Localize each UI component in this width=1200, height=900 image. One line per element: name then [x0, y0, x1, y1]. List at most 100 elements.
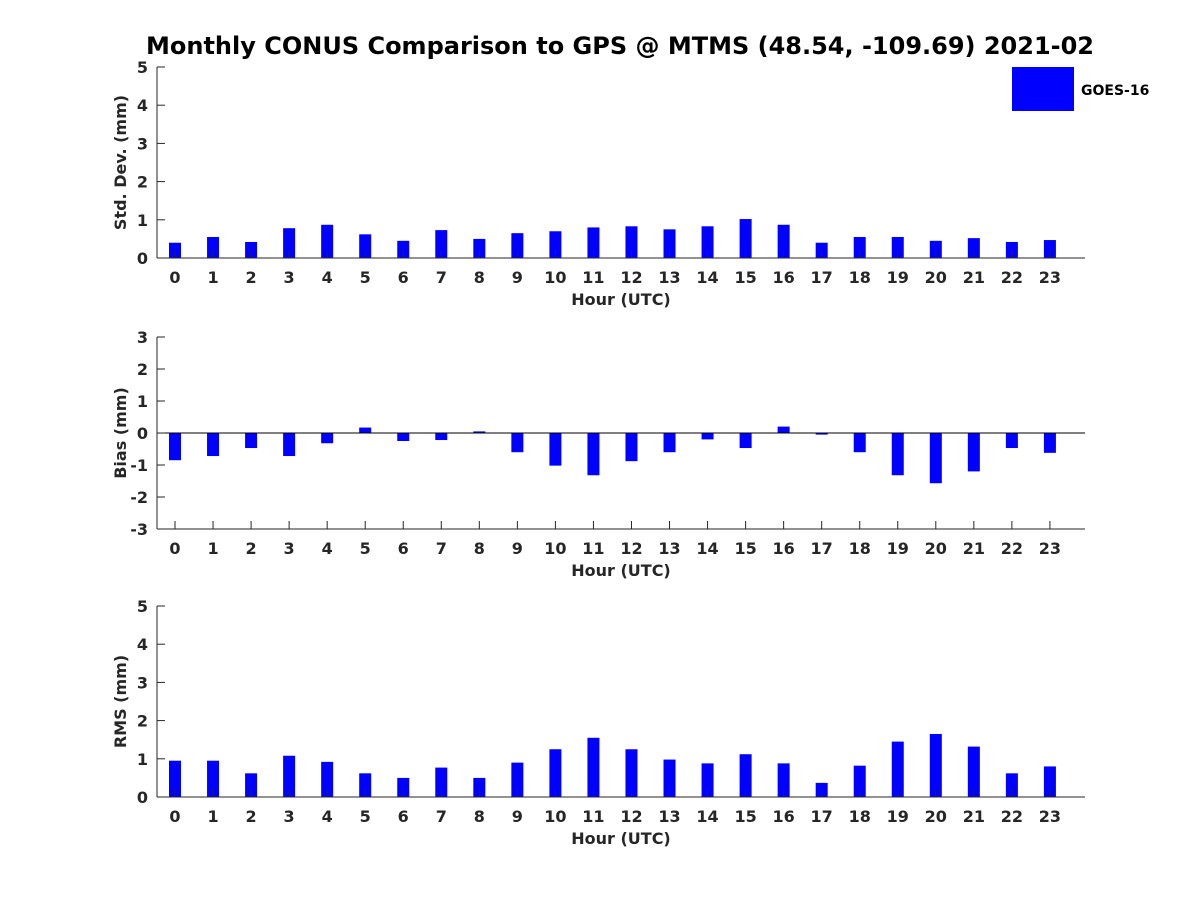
x-tick-label: 11: [582, 268, 604, 287]
x-tick-label: 6: [398, 539, 409, 558]
x-tick-label: 4: [322, 268, 333, 287]
bar-hour-2: [245, 241, 258, 258]
x-tick-label: 11: [582, 807, 604, 826]
bar-hour-5: [359, 773, 372, 797]
x-tick-label: 0: [169, 539, 180, 558]
x-tick-label: 22: [1001, 268, 1023, 287]
y-axis-label: Std. Dev. (mm): [111, 95, 130, 230]
y-tick-label: 4: [137, 635, 148, 654]
x-tick-label: 19: [887, 268, 909, 287]
y-tick-label: 5: [137, 597, 148, 616]
x-tick-label: 16: [773, 539, 795, 558]
bar-hour-23: [1043, 766, 1056, 797]
bar-hour-19: [891, 433, 904, 476]
bar-hour-0: [169, 760, 181, 797]
bar-hour-1: [207, 236, 220, 258]
x-tick-label: 16: [773, 268, 795, 287]
x-tick-label: 14: [696, 539, 718, 558]
bar-hour-11: [587, 433, 600, 476]
bar-hour-10: [549, 231, 562, 258]
y-tick-label: 0: [137, 424, 148, 443]
bar-hour-20: [929, 240, 942, 258]
bar-hour-8: [473, 777, 486, 797]
bar-hour-3: [283, 228, 296, 258]
bar-hour-5: [359, 234, 372, 258]
bar-hour-21: [967, 433, 980, 472]
y-tick-label: -3: [130, 520, 148, 539]
bar-hour-11: [587, 227, 600, 258]
x-tick-label: 12: [620, 539, 642, 558]
bar-hour-1: [207, 433, 220, 457]
x-tick-label: 7: [436, 539, 447, 558]
bar-hour-16: [777, 763, 790, 797]
x-tick-label: 13: [658, 268, 680, 287]
bar-hour-11: [587, 737, 600, 797]
bar-hour-18: [853, 765, 866, 797]
bar-hour-22: [1005, 433, 1018, 449]
x-tick-label: 7: [436, 268, 447, 287]
x-tick-label: 15: [734, 539, 756, 558]
x-tick-label: 2: [246, 807, 257, 826]
x-tick-label: 1: [207, 539, 218, 558]
x-tick-label: 17: [811, 807, 833, 826]
legend-label: GOES-16: [1081, 83, 1149, 99]
x-tick-label: 21: [963, 268, 985, 287]
y-tick-label: -2: [130, 488, 148, 507]
bar-hour-12: [625, 226, 638, 258]
x-tick-label: 1: [207, 268, 218, 287]
y-tick-label: 5: [137, 58, 148, 77]
bar-hour-21: [967, 746, 980, 797]
x-tick-label: 19: [887, 807, 909, 826]
y-axis-label: Bias (mm): [111, 387, 130, 479]
x-tick-label: 0: [169, 268, 180, 287]
x-tick-label: 13: [658, 539, 680, 558]
x-tick-label: 14: [696, 807, 718, 826]
x-tick-label: 10: [544, 807, 566, 826]
bar-hour-18: [853, 236, 866, 258]
bar-hour-9: [511, 762, 524, 797]
y-tick-label: 2: [137, 360, 148, 379]
bar-hour-7: [435, 433, 448, 441]
x-tick-label: 21: [963, 539, 985, 558]
y-axis-label: RMS (mm): [111, 655, 130, 748]
y-tick-label: 4: [137, 96, 148, 115]
bar-hour-9: [511, 233, 524, 258]
bar-hour-9: [511, 433, 524, 453]
x-tick-label: 4: [322, 807, 333, 826]
bar-hour-8: [473, 238, 486, 258]
x-tick-label: 16: [773, 807, 795, 826]
legend-swatch: [1012, 67, 1074, 111]
y-tick-label: -1: [130, 456, 148, 475]
bar-hour-6: [397, 777, 410, 797]
x-tick-label: 17: [811, 268, 833, 287]
bar-hour-23: [1043, 240, 1056, 258]
x-tick-label: 22: [1001, 807, 1023, 826]
bar-hour-7: [435, 767, 448, 797]
bar-hour-15: [739, 433, 752, 449]
bar-hour-4: [321, 433, 334, 444]
y-tick-label: 2: [137, 712, 148, 731]
y-tick-label: 0: [137, 788, 148, 807]
bar-hour-6: [397, 240, 410, 258]
bar-hour-16: [777, 426, 790, 433]
bar-hour-13: [663, 433, 676, 453]
bar-hour-12: [625, 749, 638, 797]
x-tick-label: 5: [360, 539, 371, 558]
bar-hour-4: [321, 761, 334, 797]
chart-title: Monthly CONUS Comparison to GPS @ MTMS (…: [146, 32, 1094, 60]
y-tick-label: 3: [137, 328, 148, 347]
bar-hour-20: [929, 733, 942, 797]
bar-hour-22: [1005, 773, 1018, 797]
bar-hour-13: [663, 229, 676, 258]
bar-hour-10: [549, 433, 562, 466]
bar-hour-2: [245, 433, 258, 449]
x-tick-label: 6: [398, 807, 409, 826]
x-tick-label: 18: [849, 807, 871, 826]
x-tick-label: 6: [398, 268, 409, 287]
x-tick-label: 15: [734, 807, 756, 826]
x-tick-label: 14: [696, 268, 718, 287]
x-tick-label: 23: [1039, 268, 1061, 287]
legend: GOES-16: [1012, 67, 1149, 111]
